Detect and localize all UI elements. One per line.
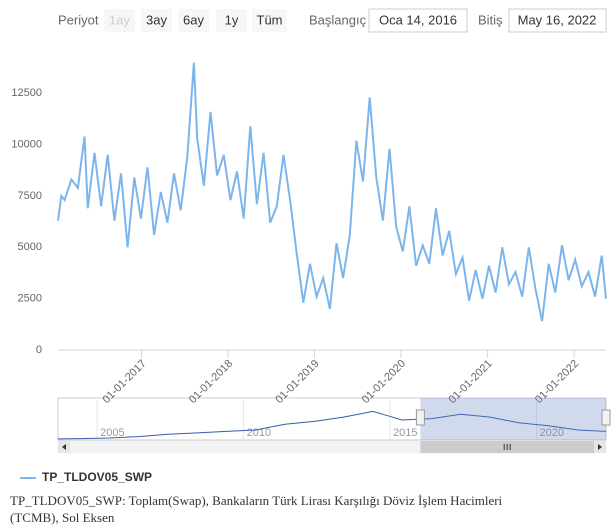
footer-note: TP_TLDOV05_SWP: Toplam(Swap), Bankaların… xyxy=(10,493,503,525)
y-tick-label: 5000 xyxy=(18,241,42,253)
y-tick-label: 2500 xyxy=(18,293,42,305)
end-label: Bitiş xyxy=(478,12,503,27)
arrow-left xyxy=(62,444,66,450)
end-input[interactable] xyxy=(508,8,607,33)
end-value: May 16, 2022 xyxy=(518,12,597,27)
period-label: Periyot xyxy=(58,12,99,27)
start-label: Başlangıç xyxy=(309,12,367,27)
y-tick-label: 7500 xyxy=(18,190,42,202)
range-button-label: 3ay xyxy=(146,12,167,27)
y-tick-label: 12500 xyxy=(11,87,42,99)
start-value: Oca 14, 2016 xyxy=(379,12,457,27)
navigator-tick-label: 2015 xyxy=(393,427,417,439)
range-button-label: Tüm xyxy=(257,12,283,27)
y-tick-label: 0 xyxy=(36,344,42,356)
navigator-tick-label: 2005 xyxy=(100,427,124,439)
navigator-tick-label: 2020 xyxy=(540,427,564,439)
range-button-label: 1ay xyxy=(109,12,130,27)
range-button[interactable] xyxy=(141,9,172,32)
start-input[interactable] xyxy=(368,8,468,33)
navigator-handle[interactable] xyxy=(601,409,611,426)
legend-label[interactable]: TP_TLDOV05_SWP xyxy=(42,470,152,484)
series-line xyxy=(57,62,607,322)
chart: Periyot Başlangıç Oca 14, 2016 Bitiş May… xyxy=(11,8,611,484)
range-button[interactable] xyxy=(178,9,209,32)
navigator-tick-label: 2010 xyxy=(247,427,271,439)
range-button[interactable] xyxy=(216,9,247,32)
navigator-selection[interactable] xyxy=(420,398,606,440)
range-button[interactable] xyxy=(104,9,135,32)
y-tick-label: 10000 xyxy=(11,139,42,151)
arrow-right xyxy=(598,444,602,450)
range-button-label: 6ay xyxy=(183,12,204,27)
range-button-label: 1y xyxy=(225,12,239,27)
navigator-handle[interactable] xyxy=(415,409,425,426)
navigator-line xyxy=(57,410,607,440)
range-button[interactable] xyxy=(252,9,287,32)
